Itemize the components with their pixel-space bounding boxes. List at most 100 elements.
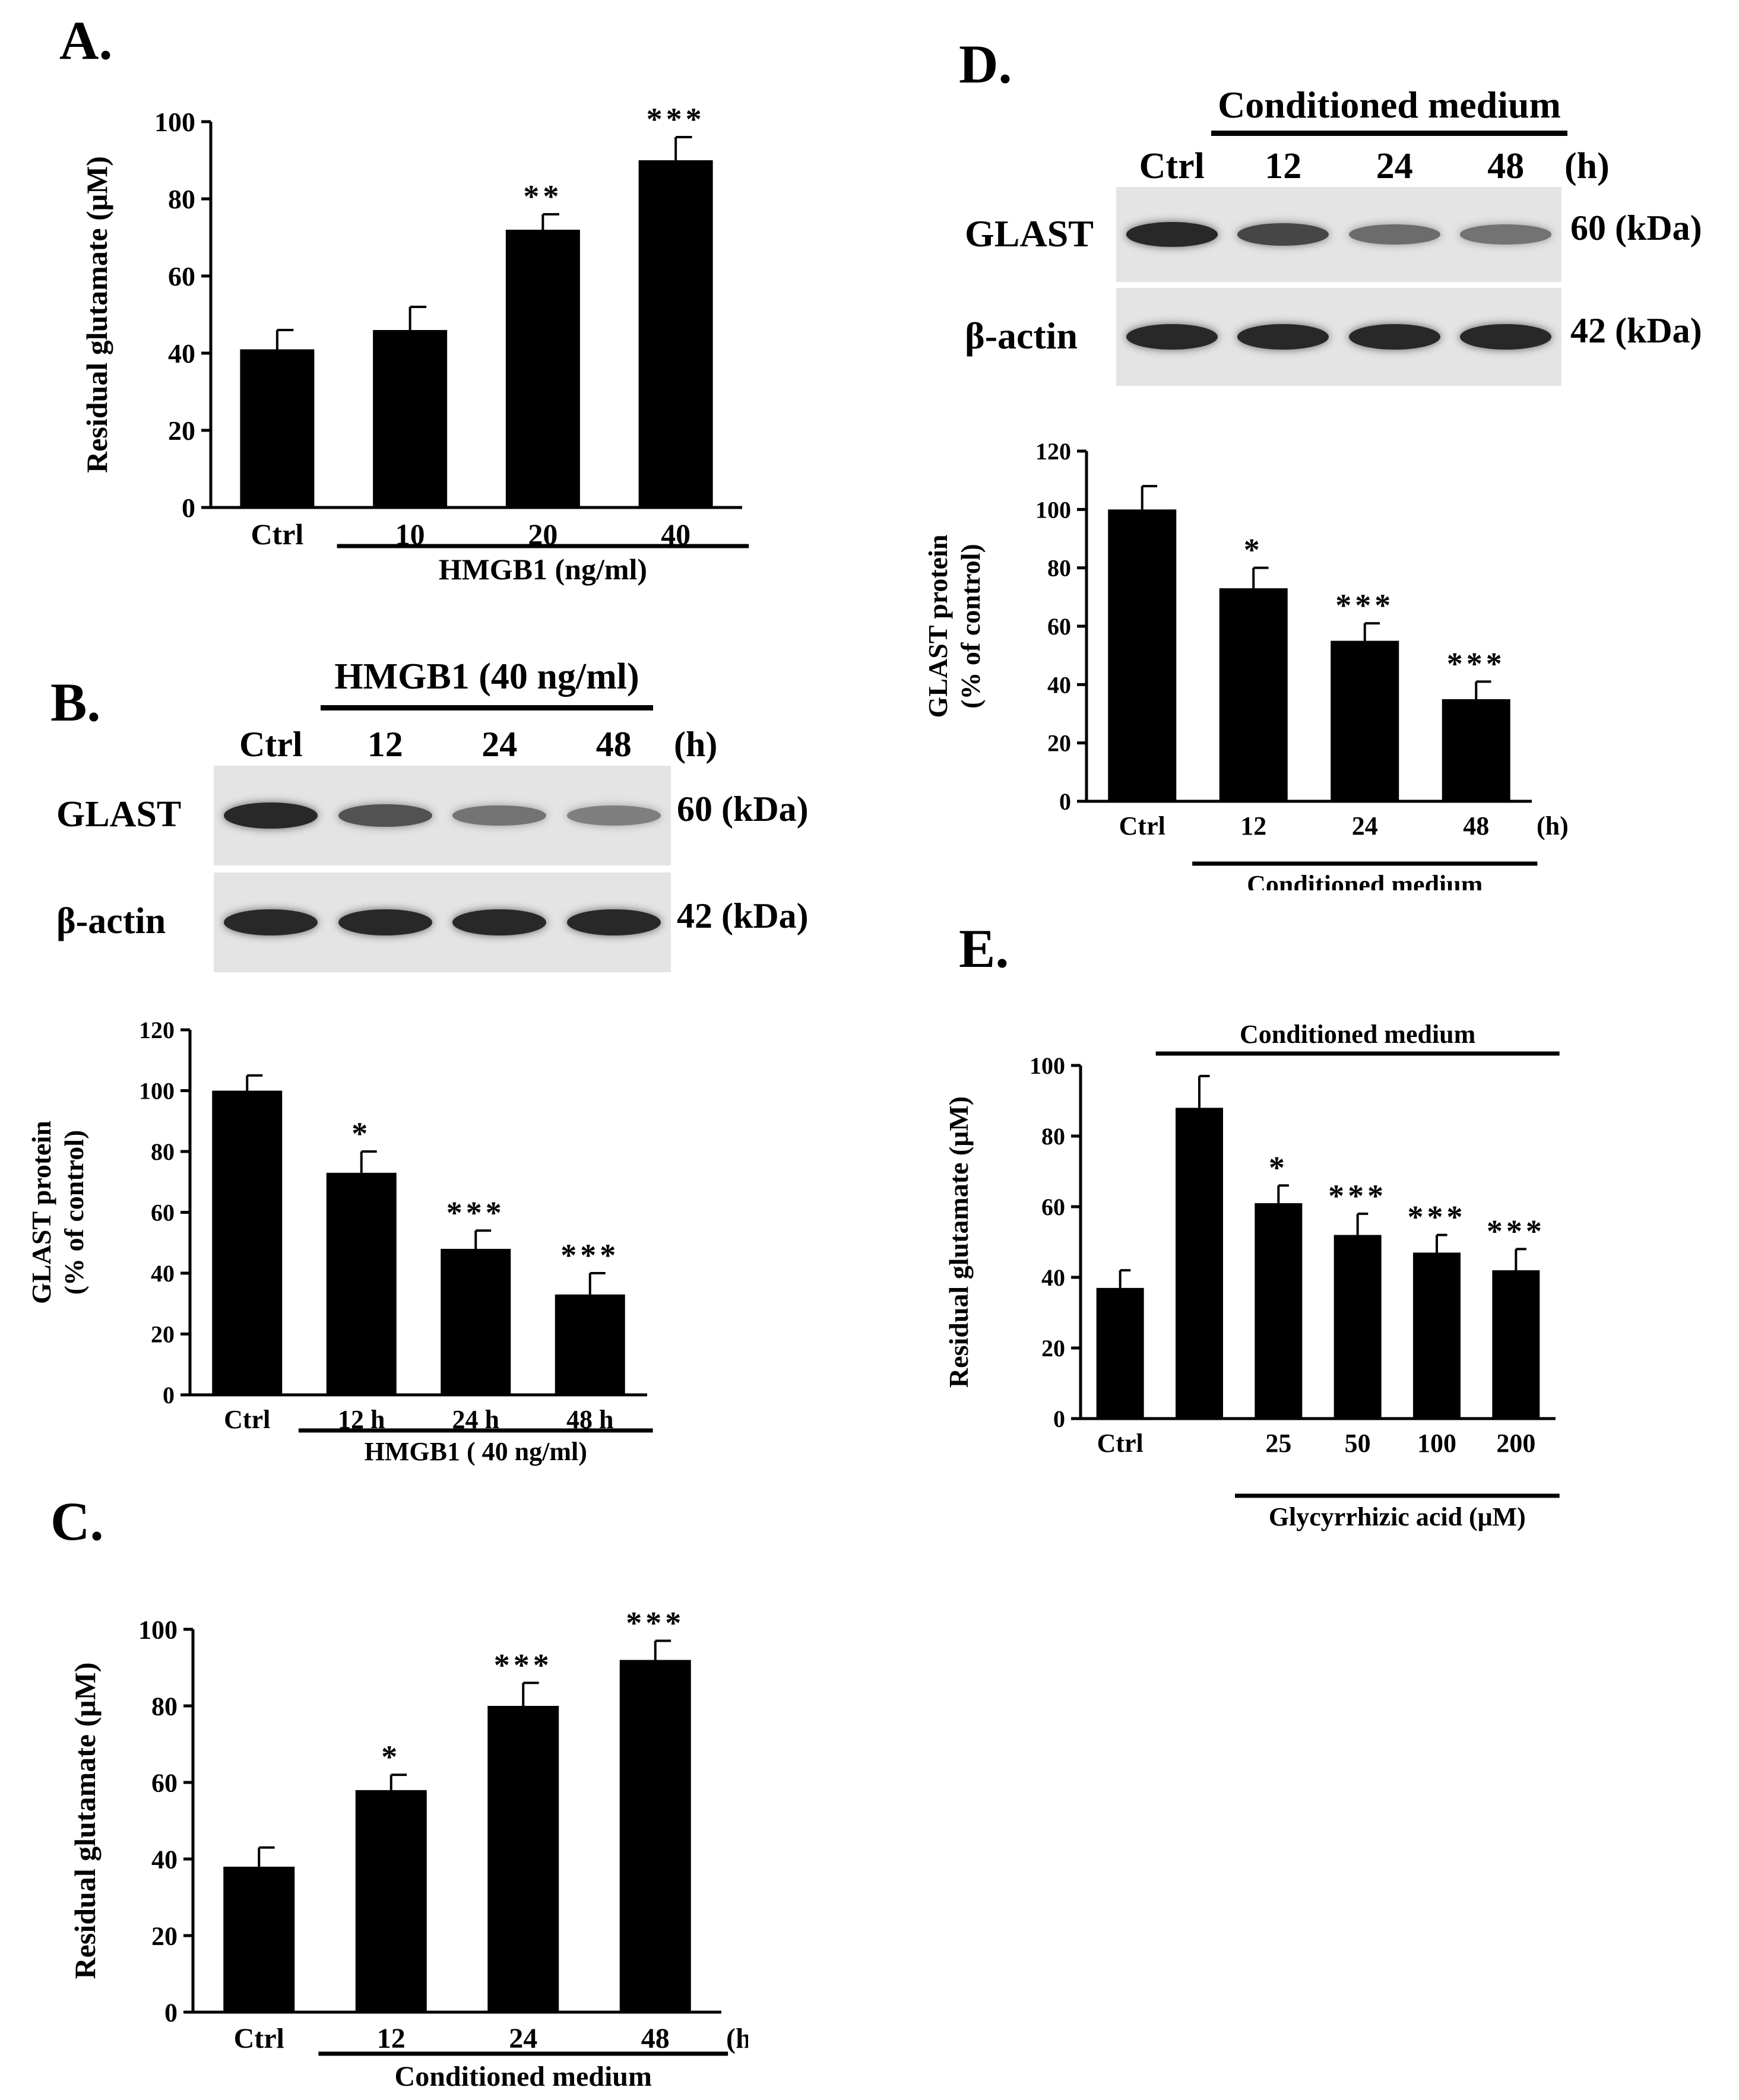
x-category-label: Ctrl	[1119, 811, 1165, 840]
y-tick-label: 60	[151, 1200, 175, 1226]
y-tick-label: 0	[182, 493, 195, 523]
blot-band	[566, 909, 661, 935]
x-unit-label: (h)	[1537, 811, 1569, 840]
x-category-label: Ctrl	[251, 518, 303, 551]
bar	[555, 1294, 625, 1395]
y-tick-label: 40	[168, 338, 195, 369]
panel-e-bar-chart: 0 20 40 60 80 100 Residual glutamate (μM) Ctrl *…	[943, 1020, 1560, 1531]
y-tick-label: 100	[1030, 1052, 1065, 1079]
x-category-label: Ctrl	[1097, 1429, 1144, 1458]
blot-strip	[214, 873, 671, 972]
blot-strip	[1116, 288, 1561, 386]
y-tick-label: 40	[151, 1845, 178, 1874]
bar	[355, 1790, 427, 2012]
blot-strip	[214, 766, 671, 865]
bar	[638, 160, 713, 507]
bar	[223, 1866, 295, 2012]
blot-lane-unit: (h)	[674, 725, 718, 764]
group-label: Glycyrrhizic acid (μM)	[1269, 1502, 1526, 1531]
bar	[1442, 699, 1510, 801]
blot-size-label: 60 (kDa)	[677, 789, 809, 829]
blot-row-label: β-actin	[56, 900, 166, 941]
bar	[1176, 1108, 1223, 1419]
panel-d-bar-chart: 0 20 40 60 80 100 120 GLAST protein (% of contro…	[923, 438, 1569, 890]
y-tick-label: 100	[139, 1078, 175, 1105]
blot-lane-label: 12	[1265, 146, 1302, 186]
top-group-label: Conditioned medium	[1240, 1020, 1475, 1049]
blot-header-line	[321, 705, 653, 710]
significance-marker: ***	[626, 1605, 685, 1641]
y-tick-label: 60	[151, 1768, 178, 1797]
blot-band	[452, 909, 547, 935]
blot-band	[1126, 324, 1218, 350]
x-category-label: 12	[377, 2023, 406, 2054]
bar	[505, 230, 580, 507]
significance-marker: ***	[1487, 1213, 1545, 1249]
y-axis-label: Residual glutamate (μM)	[68, 1663, 102, 1980]
bar	[1096, 1287, 1144, 1419]
significance-marker: *	[1269, 1150, 1288, 1185]
blot-size-label: 42 (kDa)	[677, 896, 809, 935]
y-tick-label: 100	[1035, 496, 1071, 523]
y-tick-label: 80	[168, 184, 195, 214]
bar	[212, 1090, 283, 1395]
y-tick-label: 120	[139, 1017, 175, 1043]
y-tick-label: 80	[151, 1138, 175, 1165]
blot-size-label: 60 (kDa)	[1570, 208, 1702, 248]
x-category-label: 25	[1265, 1429, 1291, 1458]
y-axis-label: GLAST protein	[923, 535, 953, 718]
blot-header-label: Conditioned medium	[1218, 84, 1561, 126]
significance-marker: *	[1244, 532, 1263, 568]
significance-marker: **	[523, 179, 562, 214]
bar	[1108, 509, 1177, 801]
significance-marker: ***	[446, 1195, 505, 1230]
x-category-label: Ctrl	[234, 2023, 284, 2054]
significance-marker: ***	[560, 1238, 619, 1273]
panel-e-letter: E.	[959, 918, 1009, 979]
y-tick-label: 100	[154, 107, 195, 137]
blot-band	[224, 909, 318, 935]
blot-row-label: GLAST	[965, 212, 1094, 255]
significance-marker: ***	[1447, 646, 1506, 681]
blot-band	[224, 802, 318, 829]
y-axis-label: GLAST protein	[26, 1121, 56, 1304]
x-category-label: 100	[1417, 1429, 1456, 1458]
bar	[1331, 640, 1399, 801]
blot-strip	[1116, 187, 1561, 282]
y-tick-label: 60	[1041, 1194, 1065, 1220]
y-tick-label: 80	[1047, 555, 1071, 582]
x-category-label: 24	[509, 2023, 537, 2054]
y-tick-label: 20	[168, 415, 195, 446]
y-tick-label: 0	[1059, 788, 1071, 815]
bar	[619, 1660, 691, 2012]
blot-header-line	[1211, 131, 1567, 136]
bar	[1413, 1252, 1461, 1419]
bar	[441, 1249, 511, 1395]
blot-band	[566, 805, 661, 826]
y-tick-label: 60	[168, 261, 195, 291]
significance-marker: ***	[1408, 1200, 1466, 1235]
y-axis-label-line2: (% of control)	[955, 544, 986, 709]
blot-band	[1348, 324, 1440, 350]
y-tick-label: 40	[1041, 1264, 1065, 1291]
blot-header-label: HMGB1 (40 ng/ml)	[334, 656, 639, 697]
x-category-label: 200	[1496, 1429, 1535, 1458]
significance-marker: *	[381, 1739, 401, 1775]
blot-lane-label: Ctrl	[239, 725, 303, 764]
x-unit-label: (h)	[726, 2023, 748, 2054]
panel-d-letter: D.	[959, 34, 1012, 94]
significance-marker: *	[351, 1116, 371, 1151]
blot-lane-label: 48	[1487, 146, 1525, 186]
panel-a-letter: A.	[59, 10, 113, 71]
bar	[487, 1706, 559, 2012]
blot-band	[1460, 224, 1552, 245]
y-axis-label-line2: (% of control)	[59, 1130, 89, 1295]
blot-lane-label: 24	[1376, 146, 1413, 186]
bar	[373, 330, 448, 507]
blot-band	[338, 909, 432, 935]
blot-row-label: β-actin	[965, 315, 1078, 357]
significance-marker: ***	[647, 101, 705, 137]
y-tick-label: 0	[1053, 1406, 1065, 1432]
x-category-label: 48	[1463, 811, 1489, 840]
significance-marker: ***	[1335, 588, 1394, 623]
